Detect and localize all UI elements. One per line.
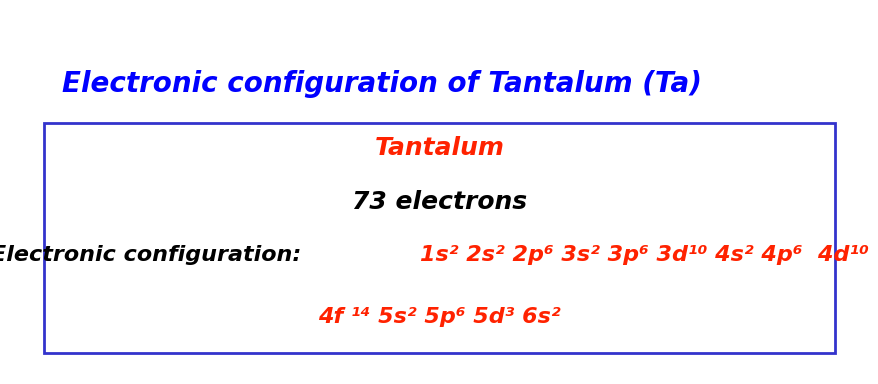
Text: Electronic configuration:: Electronic configuration: xyxy=(280,245,598,265)
FancyBboxPatch shape xyxy=(44,123,834,353)
Text: Tantalum: Tantalum xyxy=(374,136,504,160)
Text: Electronic configuration:: Electronic configuration: xyxy=(0,245,308,265)
Text: 73 electrons: 73 electrons xyxy=(351,190,527,214)
Text: Electronic configuration of Tantalum (Ta): Electronic configuration of Tantalum (Ta… xyxy=(61,71,701,98)
Text: Electronic configuration: 1s² 2s² 2p⁶ 3s² 3p⁶ 3d¹⁰ 4s² 4p⁶  4d¹⁰: Electronic configuration: 1s² 2s² 2p⁶ 3s… xyxy=(56,245,822,265)
Text: 1s² 2s² 2p⁶ 3s² 3p⁶ 3d¹⁰ 4s² 4p⁶  4d¹⁰: 1s² 2s² 2p⁶ 3s² 3p⁶ 3d¹⁰ 4s² 4p⁶ 4d¹⁰ xyxy=(420,245,868,265)
Text: 4f ¹⁴ 5s² 5p⁶ 5d³ 6s²: 4f ¹⁴ 5s² 5p⁶ 5d³ 6s² xyxy=(318,307,560,327)
